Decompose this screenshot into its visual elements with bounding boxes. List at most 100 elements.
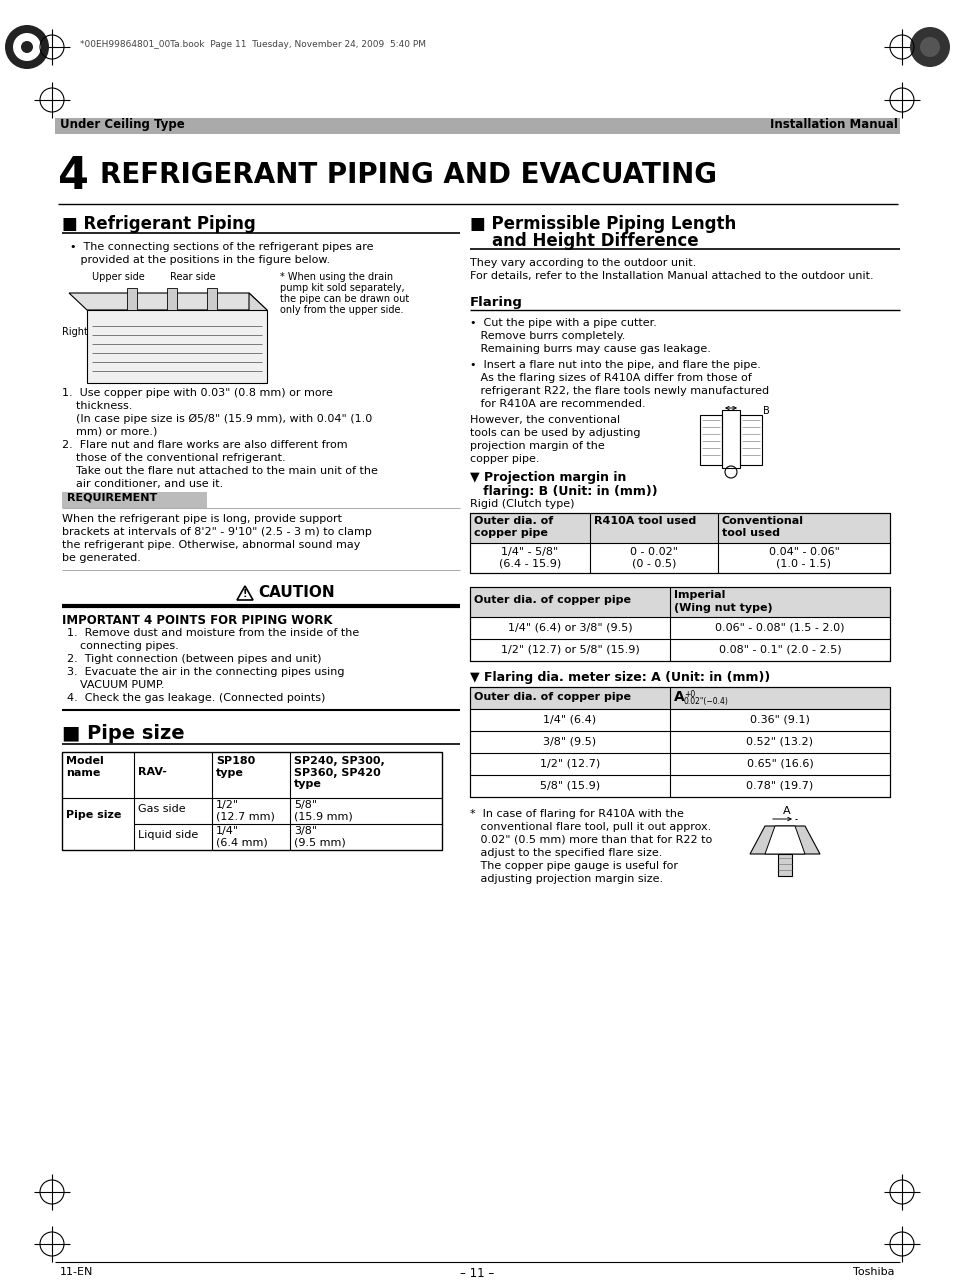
Text: 3.  Evacuate the air in the connecting pipes using: 3. Evacuate the air in the connecting pi… <box>67 667 344 676</box>
Text: IMPORTANT 4 POINTS FOR PIPING WORK: IMPORTANT 4 POINTS FOR PIPING WORK <box>62 613 333 628</box>
Text: for R410A are recommended.: for R410A are recommended. <box>470 399 645 409</box>
Text: As the flaring sizes of R410A differ from those of: As the flaring sizes of R410A differ fro… <box>470 373 751 383</box>
Text: Pipe size: Pipe size <box>66 810 121 820</box>
Polygon shape <box>664 118 899 134</box>
Text: flaring: B (Unit: in (mm)): flaring: B (Unit: in (mm)) <box>470 485 657 498</box>
Text: Rear side: Rear side <box>170 273 215 282</box>
Text: 3/8"
(9.5 mm): 3/8" (9.5 mm) <box>294 826 345 847</box>
Text: the refrigerant pipe. Otherwise, abnormal sound may: the refrigerant pipe. Otherwise, abnorma… <box>62 540 360 550</box>
Text: *  In case of flaring for R410A with the: * In case of flaring for R410A with the <box>470 809 683 819</box>
Text: 1/2" (12.7): 1/2" (12.7) <box>539 757 599 768</box>
Text: +0: +0 <box>683 691 695 700</box>
Text: Rigid (Clutch type): Rigid (Clutch type) <box>470 499 574 509</box>
Text: Gas side: Gas side <box>138 804 186 814</box>
Text: Upper side: Upper side <box>91 273 145 282</box>
Text: *00EH99864801_00Ta.book  Page 11  Tuesday, November 24, 2009  5:40 PM: *00EH99864801_00Ta.book Page 11 Tuesday,… <box>80 40 426 49</box>
Text: REFRIGERANT PIPING AND EVACUATING: REFRIGERANT PIPING AND EVACUATING <box>100 161 717 189</box>
Text: B: B <box>762 406 769 415</box>
Text: 0.36" (9.1): 0.36" (9.1) <box>749 714 809 724</box>
Text: 0.65" (16.6): 0.65" (16.6) <box>746 757 813 768</box>
Text: The copper pipe gauge is useful for: The copper pipe gauge is useful for <box>470 862 678 871</box>
Bar <box>470 513 889 574</box>
Text: 4.  Check the gas leakage. (Connected points): 4. Check the gas leakage. (Connected poi… <box>67 693 325 703</box>
Text: Flaring: Flaring <box>470 296 522 309</box>
Bar <box>55 118 702 134</box>
Bar <box>470 687 889 797</box>
Text: ▼ Projection margin in: ▼ Projection margin in <box>470 471 626 484</box>
Bar <box>721 410 740 468</box>
Text: SP240, SP300,
SP360, SP420
type: SP240, SP300, SP360, SP420 type <box>294 756 384 790</box>
Text: 5/8"
(15.9 mm): 5/8" (15.9 mm) <box>294 800 353 822</box>
Polygon shape <box>749 826 820 854</box>
Text: For details, refer to the Installation Manual attached to the outdoor unit.: For details, refer to the Installation M… <box>470 271 873 282</box>
Text: Remaining burrs may cause gas leakage.: Remaining burrs may cause gas leakage. <box>470 343 710 354</box>
Text: Take out the flare nut attached to the main unit of the: Take out the flare nut attached to the m… <box>62 466 377 476</box>
Text: 1.  Remove dust and moisture from the inside of the: 1. Remove dust and moisture from the ins… <box>67 628 359 638</box>
Text: A: A <box>782 806 790 817</box>
Text: the pipe can be drawn out: the pipe can be drawn out <box>280 294 409 303</box>
Text: 5/8" (15.9): 5/8" (15.9) <box>539 781 599 790</box>
Bar <box>62 752 441 850</box>
Text: A: A <box>673 691 684 703</box>
Text: 1/2" (12.7) or 5/8" (15.9): 1/2" (12.7) or 5/8" (15.9) <box>500 646 639 655</box>
Text: Toshiba: Toshiba <box>853 1267 894 1277</box>
Text: •  The connecting sections of the refrigerant pipes are: • The connecting sections of the refrige… <box>70 242 374 252</box>
Text: 0.08" - 0.1" (2.0 - 2.5): 0.08" - 0.1" (2.0 - 2.5) <box>718 646 841 655</box>
Text: •  Insert a flare nut into the pipe, and flare the pipe.: • Insert a flare nut into the pipe, and … <box>470 360 760 370</box>
Text: be generated.: be generated. <box>62 553 141 563</box>
Bar <box>470 586 889 617</box>
Polygon shape <box>249 293 267 383</box>
Text: •  Cut the pipe with a pipe cutter.: • Cut the pipe with a pipe cutter. <box>470 318 657 328</box>
Text: 1.  Use copper pipe with 0.03" (0.8 mm) or more: 1. Use copper pipe with 0.03" (0.8 mm) o… <box>62 388 333 397</box>
Text: 0 - 0.02"
(0 - 0.5): 0 - 0.02" (0 - 0.5) <box>629 547 678 568</box>
Circle shape <box>919 37 939 57</box>
Text: !: ! <box>242 589 247 599</box>
Text: R410A tool used: R410A tool used <box>594 516 696 526</box>
Text: tools can be used by adjusting: tools can be used by adjusting <box>470 428 639 439</box>
Text: RAV-: RAV- <box>138 766 167 777</box>
Text: 3/8" (9.5): 3/8" (9.5) <box>543 736 596 746</box>
Circle shape <box>13 33 41 60</box>
Text: Remove burrs completely.: Remove burrs completely. <box>470 331 625 341</box>
Text: 0.04" - 0.06"
(1.0 - 1.5): 0.04" - 0.06" (1.0 - 1.5) <box>768 547 839 568</box>
Bar <box>127 288 137 310</box>
Circle shape <box>5 24 49 69</box>
Text: and Height Difference: and Height Difference <box>492 231 698 249</box>
Text: REQUIREMENT: REQUIREMENT <box>67 493 157 503</box>
Text: 1/4" - 5/8"
(6.4 - 15.9): 1/4" - 5/8" (6.4 - 15.9) <box>498 547 560 568</box>
Text: Liquid side: Liquid side <box>138 829 198 840</box>
Text: ■ Pipe size: ■ Pipe size <box>62 724 185 743</box>
Bar <box>740 415 761 466</box>
Text: 1/4" (6.4): 1/4" (6.4) <box>543 714 596 724</box>
Text: 2.  Flare nut and flare works are also different from: 2. Flare nut and flare works are also di… <box>62 440 347 450</box>
Text: 0.02"(−0.4): 0.02"(−0.4) <box>683 697 728 706</box>
Text: (In case pipe size is Ø5/8" (15.9 mm), with 0.04" (1.0: (In case pipe size is Ø5/8" (15.9 mm), w… <box>62 414 372 424</box>
Text: Outer dia. of
copper pipe: Outer dia. of copper pipe <box>474 516 553 538</box>
Text: 1/4" (6.4) or 3/8" (9.5): 1/4" (6.4) or 3/8" (9.5) <box>507 622 632 633</box>
Text: 2.  Tight connection (between pipes and unit): 2. Tight connection (between pipes and u… <box>67 655 321 664</box>
Text: mm) or more.): mm) or more.) <box>62 427 157 437</box>
Text: 4: 4 <box>58 156 89 198</box>
Text: – 11 –: – 11 – <box>459 1267 494 1280</box>
Text: connecting pipes.: connecting pipes. <box>80 640 178 651</box>
Bar <box>87 310 267 383</box>
Bar <box>470 687 889 797</box>
Text: Under Ceiling Type: Under Ceiling Type <box>60 118 185 131</box>
Bar <box>167 288 177 310</box>
Text: brackets at intervals of 8'2" - 9'10" (2.5 - 3 m) to clamp: brackets at intervals of 8'2" - 9'10" (2… <box>62 527 372 538</box>
Text: pump kit sold separately,: pump kit sold separately, <box>280 283 404 293</box>
Text: thickness.: thickness. <box>62 401 132 412</box>
Text: 0.02" (0.5 mm) more than that for R22 to: 0.02" (0.5 mm) more than that for R22 to <box>470 835 712 845</box>
Text: 11-EN: 11-EN <box>60 1267 93 1277</box>
Text: adjusting projection margin size.: adjusting projection margin size. <box>470 874 662 883</box>
Circle shape <box>909 27 949 67</box>
Bar <box>470 513 889 543</box>
Text: 1/4"
(6.4 mm): 1/4" (6.4 mm) <box>215 826 268 847</box>
Text: ■ Permissible Piping Length: ■ Permissible Piping Length <box>470 215 736 233</box>
Text: 0.06" - 0.08" (1.5 - 2.0): 0.06" - 0.08" (1.5 - 2.0) <box>715 622 843 633</box>
Text: refrigerant R22, the flare tools newly manufactured: refrigerant R22, the flare tools newly m… <box>470 386 768 396</box>
Bar <box>700 415 721 466</box>
Text: Installation Manual: Installation Manual <box>769 118 897 131</box>
Bar <box>62 493 207 508</box>
Bar <box>470 586 889 661</box>
